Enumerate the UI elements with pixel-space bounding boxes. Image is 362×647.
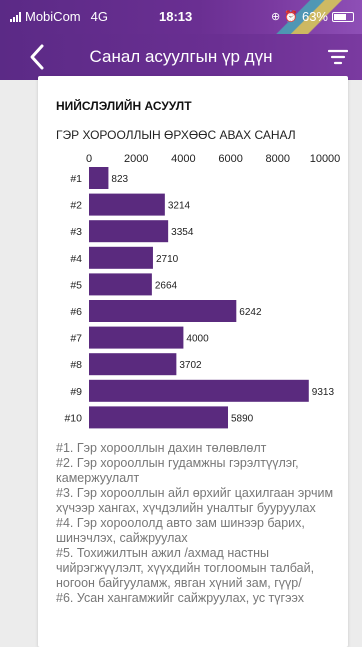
- bar-value-label: 4000: [186, 334, 209, 345]
- bar[interactable]: [89, 300, 237, 322]
- legend-list: #1. Гэр хорооллын дахин төлөвлөлт #2. Гэр…: [56, 441, 342, 606]
- legend-item: #3. Гэр хорооллын айл өрхийг цахилгаан э…: [56, 486, 334, 515]
- chart-title: ГЭР ХОРООЛЛЫН ӨРХӨӨС АВАХ САНАЛ: [56, 128, 296, 142]
- legend-item: #5. Тохижилтын ажил /ахмад настны чийрэг…: [56, 546, 315, 590]
- clock: 18:13: [159, 9, 193, 24]
- category-label: #4: [70, 253, 82, 265]
- status-right: ⊕ ⏰ 63%: [271, 9, 354, 24]
- category-label: #1: [70, 173, 82, 185]
- bar[interactable]: [89, 379, 309, 402]
- category-label: #9: [70, 386, 82, 398]
- signal-icon: [10, 11, 21, 22]
- category-label: #5: [70, 279, 82, 291]
- x-tick-label: 2000: [124, 153, 148, 165]
- bar-chart: 0 2000 4000 6000 8000 10000 #1 823 #2 3214 #3 3354 #…: [64, 153, 341, 429]
- x-tick-label: 8000: [266, 153, 290, 165]
- filter-icon[interactable]: [328, 48, 348, 66]
- bar-value-label: 823: [111, 174, 128, 185]
- bar-value-label: 5890: [231, 413, 254, 424]
- bar[interactable]: [89, 273, 152, 296]
- page-title: Санал асуулгын үр дүн: [89, 47, 273, 66]
- category-label: #3: [70, 226, 82, 238]
- category-label: #6: [70, 306, 82, 318]
- legend-item: #1. Гэр хорооллын дахин төлөвлөлт: [56, 441, 267, 455]
- legend-item: #4. Гэр хороололд авто зам шинээр барих,…: [56, 516, 305, 545]
- x-tick-label: 0: [86, 153, 92, 165]
- bar[interactable]: [89, 193, 165, 216]
- bar[interactable]: [89, 353, 177, 376]
- x-tick-label: 6000: [218, 153, 242, 165]
- bar-value-label: 3214: [168, 201, 191, 212]
- bar[interactable]: [89, 167, 109, 189]
- bar[interactable]: [89, 406, 229, 429]
- category-label: #8: [70, 359, 82, 371]
- legend-item: #6. Усан хангамжийг сайжруулах, ус түгээ…: [56, 591, 304, 605]
- x-tick-label: 4000: [171, 153, 195, 165]
- bar-value-label: 2664: [155, 280, 178, 291]
- bar-value-label: 9313: [312, 387, 335, 398]
- bar-value-label: 6242: [239, 307, 262, 318]
- carrier-name: MobiCom: [25, 9, 81, 24]
- category-label: #7: [70, 333, 82, 345]
- bar[interactable]: [89, 246, 153, 269]
- x-tick-label: 10000: [310, 153, 341, 165]
- network-type: 4G: [90, 9, 108, 24]
- alarm-icon: ⏰: [284, 11, 298, 23]
- section-title: НИЙСЛЭЛИЙН АСУУЛТ: [56, 99, 192, 113]
- battery-percent: 63%: [301, 9, 328, 24]
- category-label: #10: [64, 412, 82, 424]
- status-left: MobiCom 4G: [10, 9, 108, 24]
- lock-rotation-icon: ⊕: [271, 11, 281, 23]
- bar-value-label: 2710: [156, 254, 179, 265]
- app-bar: Санал асуулгын үр дүн: [0, 34, 362, 80]
- results-card: НИЙСЛЭЛИЙН АСУУЛТ ГЭР ХОРООЛЛЫН ӨРХӨӨС А…: [38, 76, 348, 647]
- status-bar: MobiCom 4G 18:13 ⊕ ⏰ 63%: [0, 0, 362, 34]
- category-label: #2: [70, 200, 82, 212]
- legend-item: #2. Гэр хорооллын гудамжны гэрэлтүүлэг, …: [56, 456, 299, 485]
- battery-icon: [332, 11, 354, 22]
- bar-value-label: 3702: [179, 360, 202, 371]
- bar-value-label: 3354: [171, 227, 194, 238]
- bar[interactable]: [89, 220, 169, 243]
- bar[interactable]: [89, 326, 184, 349]
- chevron-left-icon[interactable]: [26, 42, 48, 72]
